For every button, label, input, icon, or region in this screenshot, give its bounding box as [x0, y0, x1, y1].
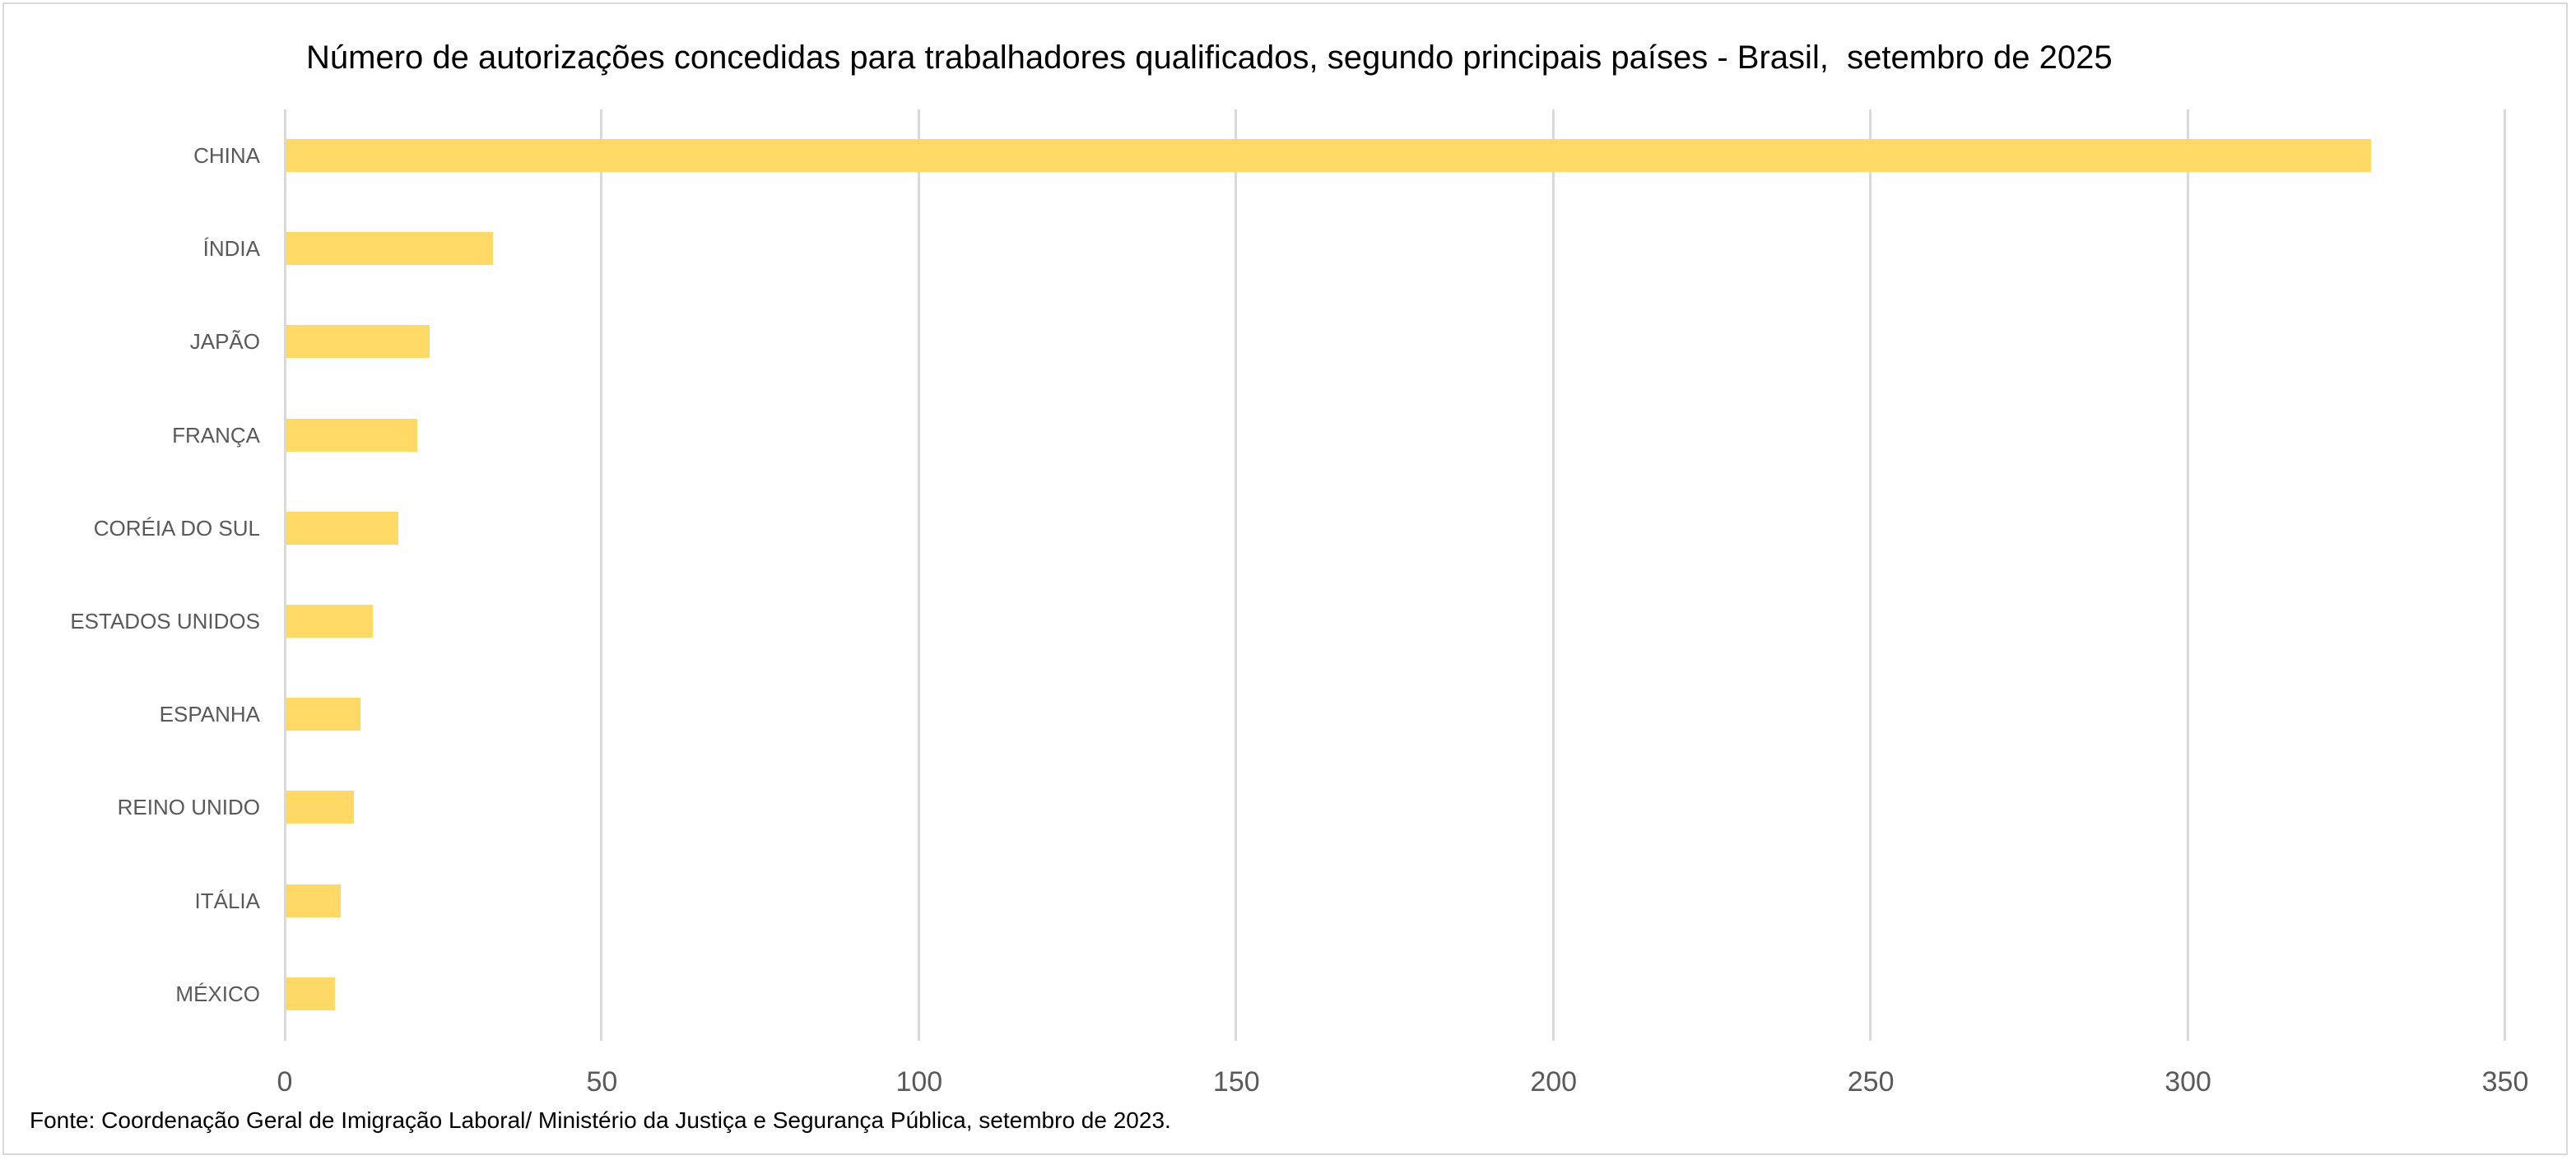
bar: [286, 791, 354, 824]
bar: [286, 511, 398, 545]
gridline: [1551, 109, 1555, 1041]
category-label: REINO UNIDO: [117, 795, 260, 820]
x-tick-label: 0: [277, 1066, 293, 1098]
gridline: [1235, 109, 1238, 1041]
bar: [286, 884, 342, 917]
x-tick-label: 200: [1530, 1066, 1578, 1098]
gridline: [2186, 109, 2189, 1041]
category-label: CHINA: [193, 143, 260, 168]
bar: [286, 605, 373, 638]
category-label: CORÉIA DO SUL: [93, 515, 260, 541]
gridline: [2504, 109, 2506, 1041]
bar: [286, 139, 2372, 172]
gridline: [600, 109, 603, 1041]
x-tick-label: 250: [1847, 1066, 1895, 1098]
x-tick-label: 350: [2481, 1066, 2529, 1098]
gridline: [917, 109, 920, 1041]
y-axis-line: [284, 109, 286, 1041]
plot-area: [284, 109, 2506, 1041]
bar: [286, 977, 335, 1010]
category-label: JAPÃO: [189, 329, 260, 355]
category-label: ITÁLIA: [194, 888, 260, 913]
bar: [286, 325, 430, 359]
bar: [286, 418, 417, 452]
category-label: ESPANHA: [159, 702, 260, 727]
x-tick-label: 50: [586, 1066, 618, 1098]
chart-title: Número de autorizações concedidas para t…: [306, 39, 2113, 76]
bar: [286, 232, 494, 266]
category-label: MÉXICO: [175, 981, 260, 1006]
category-label: ÍNDIA: [202, 236, 260, 262]
source-note: Fonte: Coordenação Geral de Imigração La…: [30, 1107, 1171, 1133]
category-label: FRANÇA: [172, 422, 260, 448]
x-tick-label: 150: [1212, 1066, 1260, 1098]
category-label: ESTADOS UNIDOS: [70, 609, 260, 634]
x-tick-label: 100: [895, 1066, 943, 1098]
bar: [286, 698, 360, 731]
x-tick-label: 300: [2164, 1066, 2211, 1098]
gridline: [1869, 109, 1872, 1041]
